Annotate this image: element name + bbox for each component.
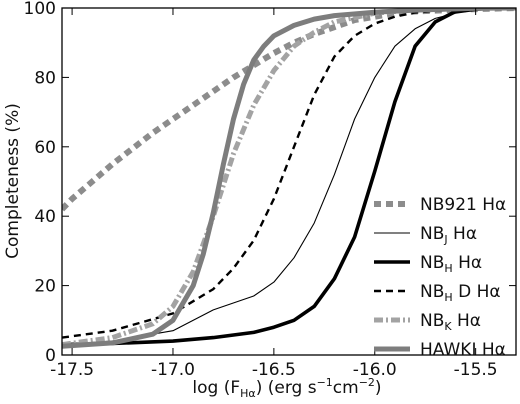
legend-label-main: NB: [420, 311, 444, 331]
x-tick-label: -16.5: [252, 360, 296, 380]
x-tick-label: -17.5: [50, 360, 94, 380]
legend-label-tail: Hα: [477, 195, 506, 215]
ticks-layer: -17.5 -17.0 -16.5 -16.0 -15.5 0 20 40 60 80 100: [24, 0, 516, 380]
x-tick-label: -17.0: [151, 360, 195, 380]
x-tick-label: -16.0: [353, 360, 397, 380]
y-tick-label: 100: [24, 0, 56, 19]
legend-label-sub: J: [443, 233, 447, 246]
legend-label-main: NB: [420, 253, 444, 273]
series-layer: [62, 8, 516, 349]
x-axis-title-cm: cm: [333, 378, 359, 398]
legend-label-tail: D Hα: [453, 282, 501, 302]
x-tick-label: -15.5: [454, 360, 498, 380]
legend-label-5: HAWKI Hα: [420, 340, 506, 360]
x-axis-title-middle: ) (erg s: [256, 378, 317, 398]
x-axis-title-sup2: −2: [359, 376, 375, 389]
legend-label-main: NB: [420, 282, 444, 302]
legend-label-1: NBJ Hα: [420, 224, 477, 246]
legend-label-main: NB921: [420, 195, 477, 215]
legend-label-2: NBH Hα: [420, 253, 482, 275]
legend-label-0: NB921 Hα: [420, 195, 506, 215]
y-axis-title: Completeness (%): [3, 103, 23, 259]
series-line-3: [62, 8, 516, 339]
x-axis-title: log (FHα) (erg s−1cm−2): [192, 376, 381, 400]
legend-label-tail: Hα: [453, 253, 482, 273]
legend-label-main: HAWKI: [420, 340, 476, 360]
y-tick-label: 20: [34, 277, 56, 297]
legend-label-sub: H: [444, 262, 452, 275]
legend-label-4: NBK Hα: [420, 311, 481, 333]
x-axis-title-sub: Hα: [240, 387, 256, 400]
y-tick-label: 40: [34, 207, 56, 227]
x-axis-title-suffix: ): [375, 378, 382, 398]
x-axis-title-sup1: −1: [317, 376, 333, 389]
legend-label-main: NB: [420, 224, 444, 244]
legend-label-sub: H: [444, 291, 452, 304]
x-axis-title-prefix: log (F: [192, 378, 240, 398]
plot-frame: [61, 7, 517, 356]
y-tick-label: 80: [34, 68, 56, 88]
y-tick-label: 0: [45, 346, 56, 366]
legend-label-sub: K: [444, 320, 452, 333]
legend-label-tail: Hα: [452, 311, 481, 331]
legend-label-3: NBH D Hα: [420, 282, 501, 304]
series-line-5: [62, 8, 516, 349]
legend-label-tail: Hα: [448, 224, 477, 244]
series-line-2: [62, 8, 516, 347]
legend-label-tail: Hα: [476, 340, 505, 360]
y-tick-label: 60: [34, 138, 56, 158]
